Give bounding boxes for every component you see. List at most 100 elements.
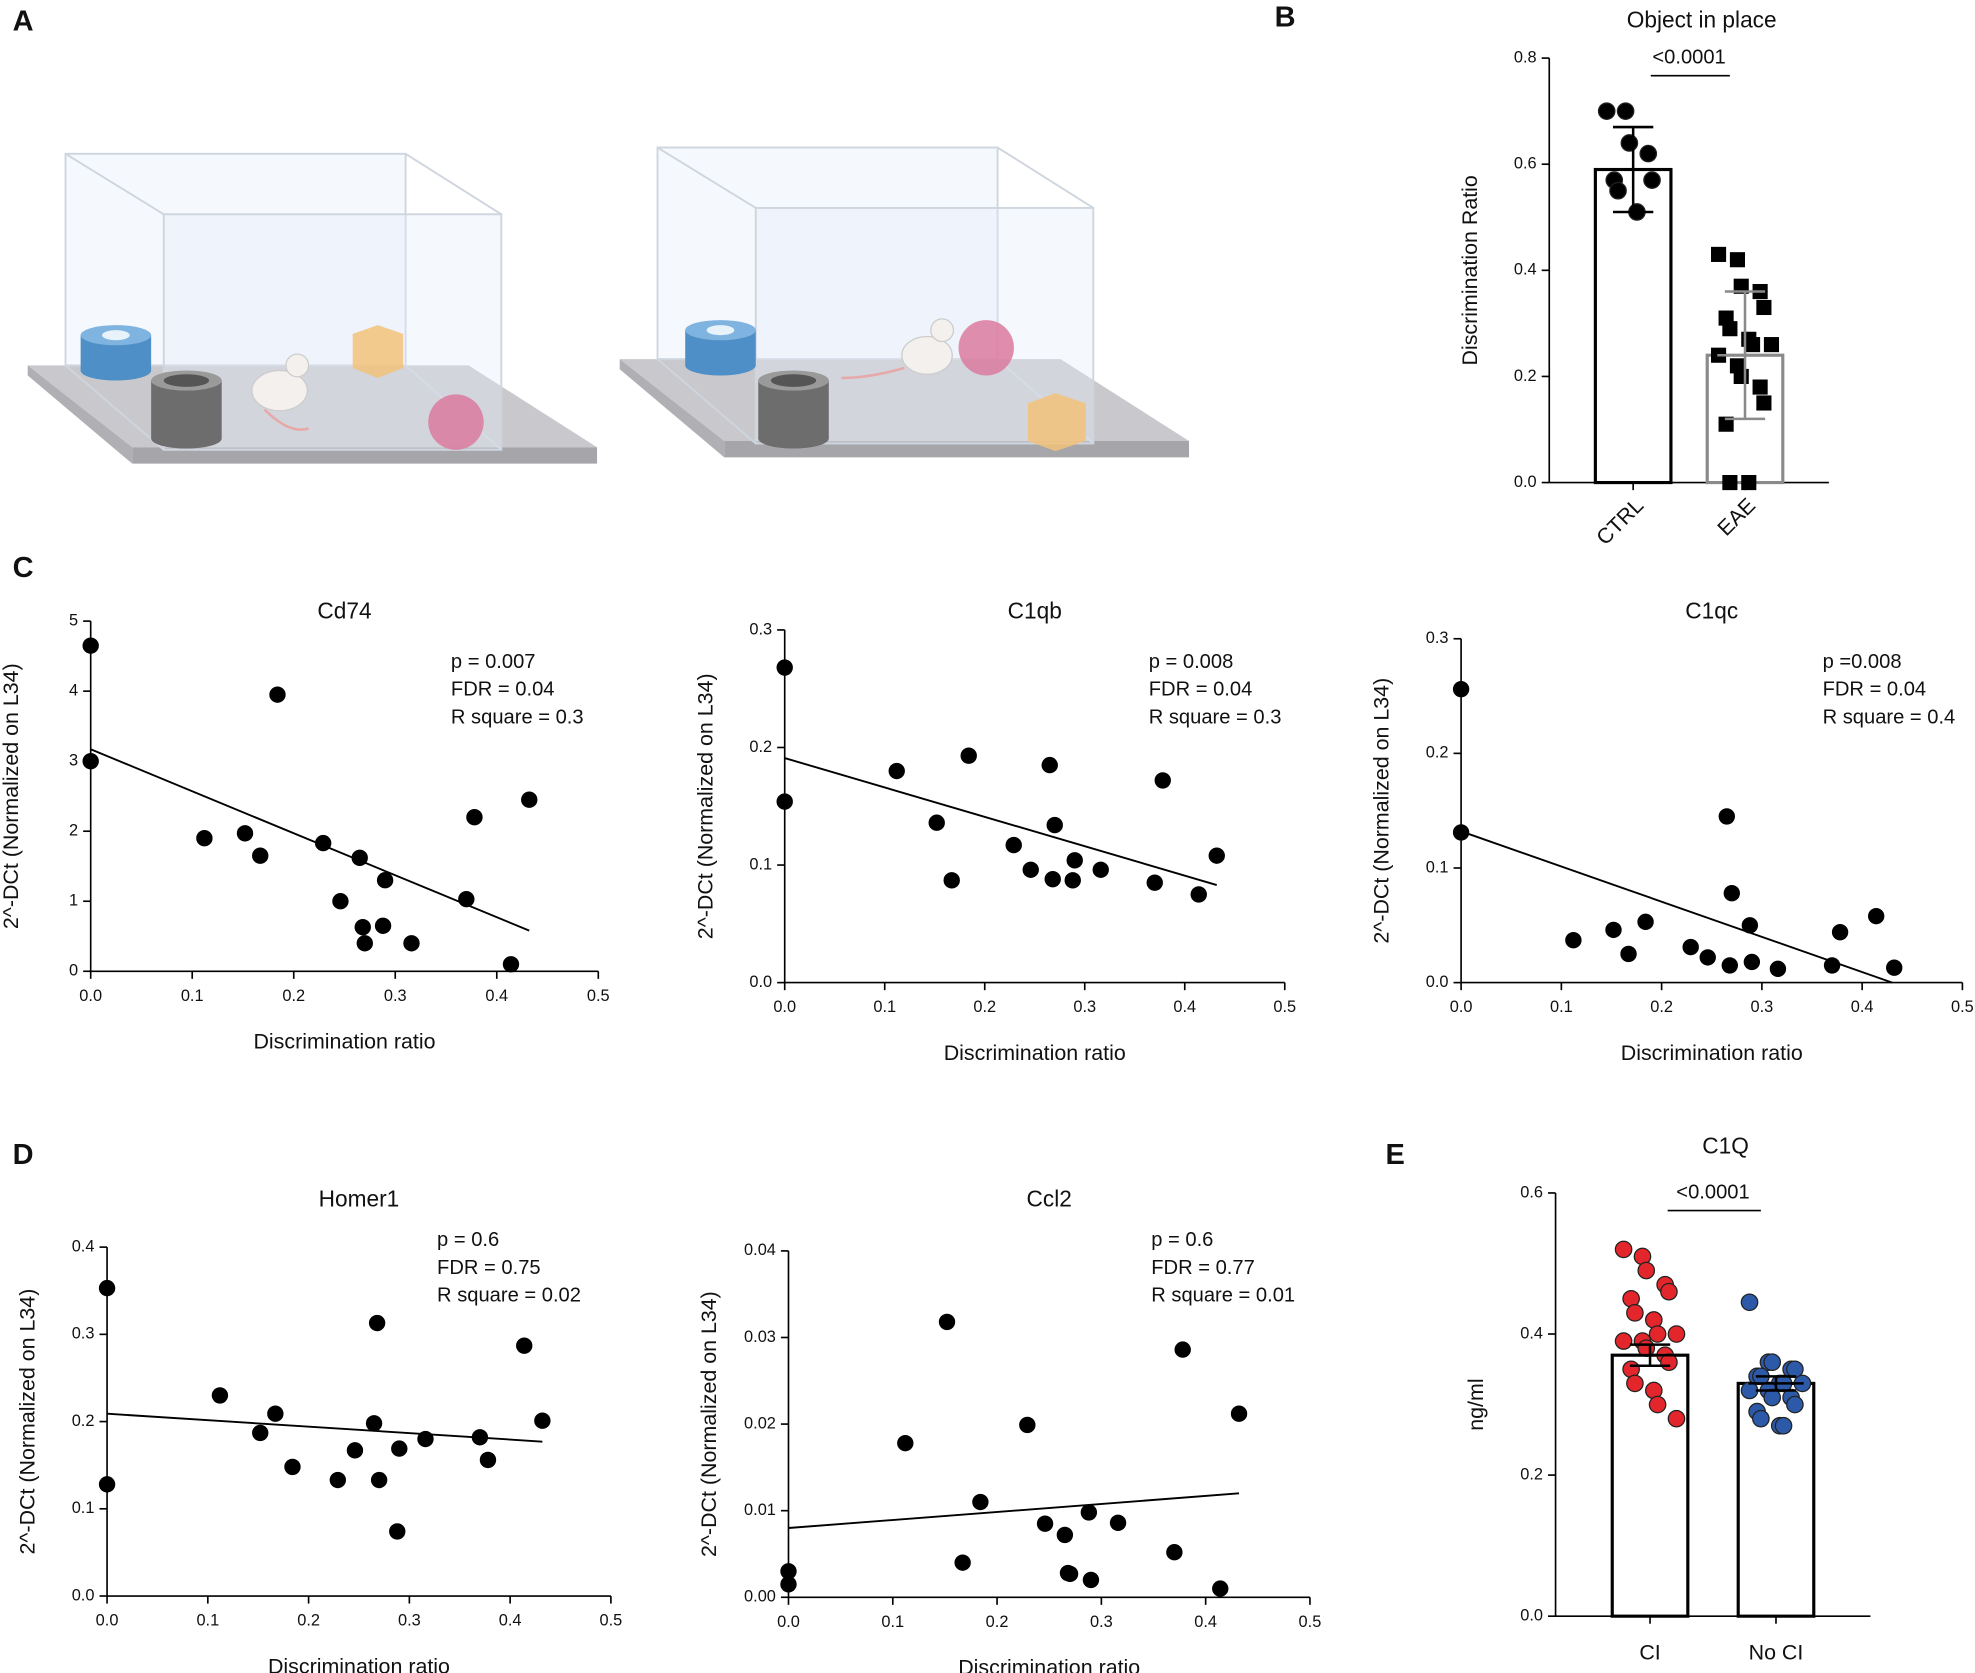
data-point <box>1745 337 1761 353</box>
panel-label: B <box>1275 2 1296 34</box>
data-point <box>354 918 371 936</box>
annotation: R square = 0.01 <box>1151 1285 1295 1307</box>
x-tick-label: 0.2 <box>973 998 996 1016</box>
annotation: R square = 0.4 <box>1823 706 1956 728</box>
data-point <box>1667 1409 1686 1428</box>
data-point <box>1092 861 1109 878</box>
data-point <box>252 1424 269 1442</box>
x-tick-label: 0.5 <box>1951 998 1974 1016</box>
x-tick-label: CI <box>1639 1641 1660 1665</box>
x-axis-label: Discrimination ratio <box>268 1654 450 1673</box>
data-point <box>471 1429 489 1446</box>
y-tick-label: 0.2 <box>1426 744 1449 762</box>
data-point <box>1109 1514 1127 1531</box>
y-tick-label: 0.1 <box>1426 858 1449 876</box>
data-point <box>1609 181 1627 200</box>
data-point <box>943 872 960 889</box>
data-point <box>98 1476 116 1493</box>
data-point <box>1682 938 1699 956</box>
y-tick-label: 0.2 <box>1520 1465 1543 1483</box>
data-point <box>780 1563 797 1580</box>
y-axis-label: 2^-DCt (Normalized on L34) <box>697 1291 721 1557</box>
data-point <box>1230 1405 1248 1422</box>
data-point <box>1019 1416 1036 1434</box>
chart-title: C1qc <box>1685 597 1738 623</box>
annotation: p = 0.008 <box>1149 651 1234 673</box>
y-tick-label: 0.2 <box>749 738 772 756</box>
data-point <box>284 1458 301 1476</box>
data-point <box>82 752 99 770</box>
data-point <box>479 1451 497 1469</box>
data-point <box>1637 1339 1656 1357</box>
x-tick-label: No CI <box>1749 1641 1804 1665</box>
error-bar <box>1717 290 1773 421</box>
data-point <box>972 1493 989 1511</box>
y-axis-label: 2^-DCt (Normalized on L34) <box>693 673 717 939</box>
y-axis-label: ng/ml <box>1464 1378 1488 1430</box>
data-point <box>928 814 945 831</box>
data-point <box>1154 772 1171 789</box>
x-tick-label: 0.4 <box>499 1612 522 1630</box>
data-point <box>1740 1381 1759 1400</box>
data-point <box>1452 680 1470 698</box>
annotation: FDR = 0.04 <box>1149 679 1253 701</box>
x-tick-label: 0.1 <box>873 998 896 1016</box>
y-axis-label: 2^-DCt (Normalized on L34) <box>16 1289 40 1555</box>
data-point <box>1741 917 1759 934</box>
y-axis-label: 2^-DCt (Normalized on L34) <box>1370 678 1394 944</box>
y-tick-label: 0.2 <box>72 1412 95 1430</box>
data-point <box>356 935 373 952</box>
data-point <box>1660 1282 1678 1301</box>
chart-title: Cd74 <box>317 597 371 623</box>
x-tick-label: 0.5 <box>600 1612 623 1630</box>
annotation: FDR = 0.77 <box>1151 1257 1255 1279</box>
data-point <box>1061 1565 1079 1583</box>
data-point <box>346 1442 364 1459</box>
data-point <box>1710 246 1727 262</box>
data-point <box>1763 1353 1782 1372</box>
annotation: p = 0.6 <box>437 1229 499 1251</box>
x-tick-label: 0.3 <box>384 987 407 1005</box>
data-point <box>1174 1341 1191 1358</box>
y-tick-label: 0.4 <box>72 1237 95 1255</box>
y-tick-label: 0.02 <box>744 1414 776 1432</box>
data-point <box>252 847 269 864</box>
data-point <box>1756 299 1772 316</box>
x-tick-label: 0.0 <box>773 998 796 1016</box>
data-point <box>1648 1325 1667 1343</box>
data-point <box>938 1313 956 1331</box>
data-point <box>780 1576 797 1593</box>
data-point <box>1620 945 1637 963</box>
data-point <box>1212 1580 1229 1597</box>
data-point <box>403 935 420 952</box>
panel-label: E <box>1386 1139 1405 1171</box>
data-point <box>82 637 99 654</box>
y-tick-label: 0.01 <box>744 1501 776 1519</box>
data-point <box>389 1523 406 1540</box>
data-point <box>502 956 520 973</box>
data-point <box>1614 1240 1633 1259</box>
data-point <box>267 1405 284 1422</box>
data-point <box>1146 874 1163 891</box>
x-axis-label: Discrimination ratio <box>1621 1041 1803 1065</box>
data-point <box>1667 1325 1686 1343</box>
data-point <box>365 1415 383 1432</box>
data-point <box>521 791 538 808</box>
data-point <box>1452 824 1470 841</box>
x-tick-label: 0.4 <box>1851 998 1874 1016</box>
chart-title: Object in place <box>1627 7 1777 33</box>
chart-title: Homer1 <box>319 1185 400 1211</box>
data-point <box>1166 1544 1183 1561</box>
data-point <box>1774 1416 1793 1435</box>
data-point <box>1756 395 1772 411</box>
data-point <box>466 809 483 826</box>
data-point <box>1639 144 1658 163</box>
y-tick-label: 0.0 <box>72 1586 95 1604</box>
x-tick-label: 0.5 <box>1299 1613 1322 1631</box>
data-point <box>1699 949 1716 966</box>
data-point <box>196 830 213 847</box>
data-point <box>1648 1395 1667 1414</box>
y-axis-label: 2^-DCt (Normalized on L34) <box>0 663 23 929</box>
x-axis-label: Discrimination ratio <box>253 1030 435 1054</box>
